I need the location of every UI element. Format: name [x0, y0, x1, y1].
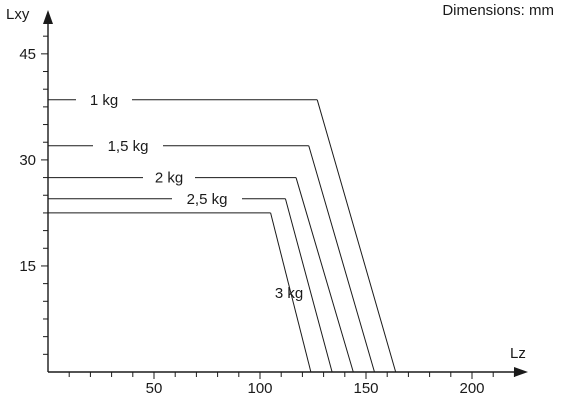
series-layer — [48, 99, 397, 373]
y-tick-label: 45 — [19, 46, 36, 63]
x-axis-title: Lz — [510, 345, 526, 362]
series-label: 1 kg — [90, 92, 118, 109]
y-tick-label: 30 — [19, 152, 36, 169]
series-label: 1,5 kg — [108, 138, 149, 155]
series-label: 3 kg — [275, 285, 303, 302]
series-label: 2 kg — [155, 170, 183, 187]
y-axis-title: Lxy — [6, 6, 30, 23]
units-note: Dimensions: mm — [442, 2, 554, 19]
y-tick-label: 15 — [19, 258, 36, 275]
x-axis-arrow — [514, 367, 528, 377]
series-drop-line — [308, 145, 375, 373]
x-tick-label: 200 — [459, 380, 484, 397]
series-drop-line — [316, 99, 397, 373]
series-drop-line — [295, 177, 354, 373]
series-drop-line — [284, 198, 333, 373]
x-tick-label: 150 — [353, 380, 378, 397]
labels-layer: Lxy Lz 50 100 150 200 15 30 45 1 kg 1,5 kg 2 kg2,5 … — [6, 6, 526, 397]
y-axis-arrow — [43, 10, 53, 24]
axes — [41, 10, 528, 379]
x-tick-label: 50 — [146, 380, 163, 397]
x-tick-label: 100 — [247, 380, 272, 397]
series-label: 2,5 kg — [187, 191, 228, 208]
series-drop-line — [270, 212, 312, 373]
